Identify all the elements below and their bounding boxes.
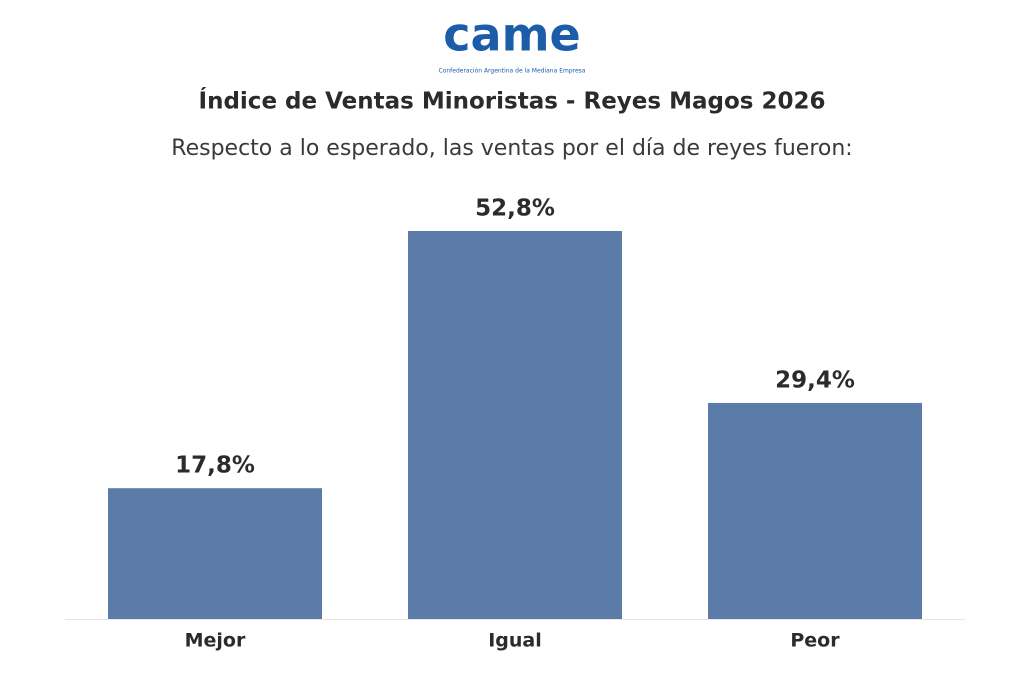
x-tick-label: Peor (790, 630, 840, 652)
bar (108, 488, 322, 619)
logo-name: came (443, 8, 580, 62)
chart-title: Índice de Ventas Minoristas - Reyes Mago… (199, 87, 826, 115)
x-tick-label: Mejor (185, 630, 246, 652)
logo-caption: Confederación Argentina de la Mediana Em… (439, 68, 586, 75)
x-tick-label: Igual (488, 630, 542, 652)
bar (708, 402, 922, 619)
value-label: 17,8% (175, 453, 255, 479)
chart-subtitle: Respecto a lo esperado, las ventas por e… (171, 136, 852, 161)
value-label: 29,4% (775, 367, 855, 393)
bar (408, 231, 622, 619)
value-label: 52,8% (475, 196, 555, 222)
